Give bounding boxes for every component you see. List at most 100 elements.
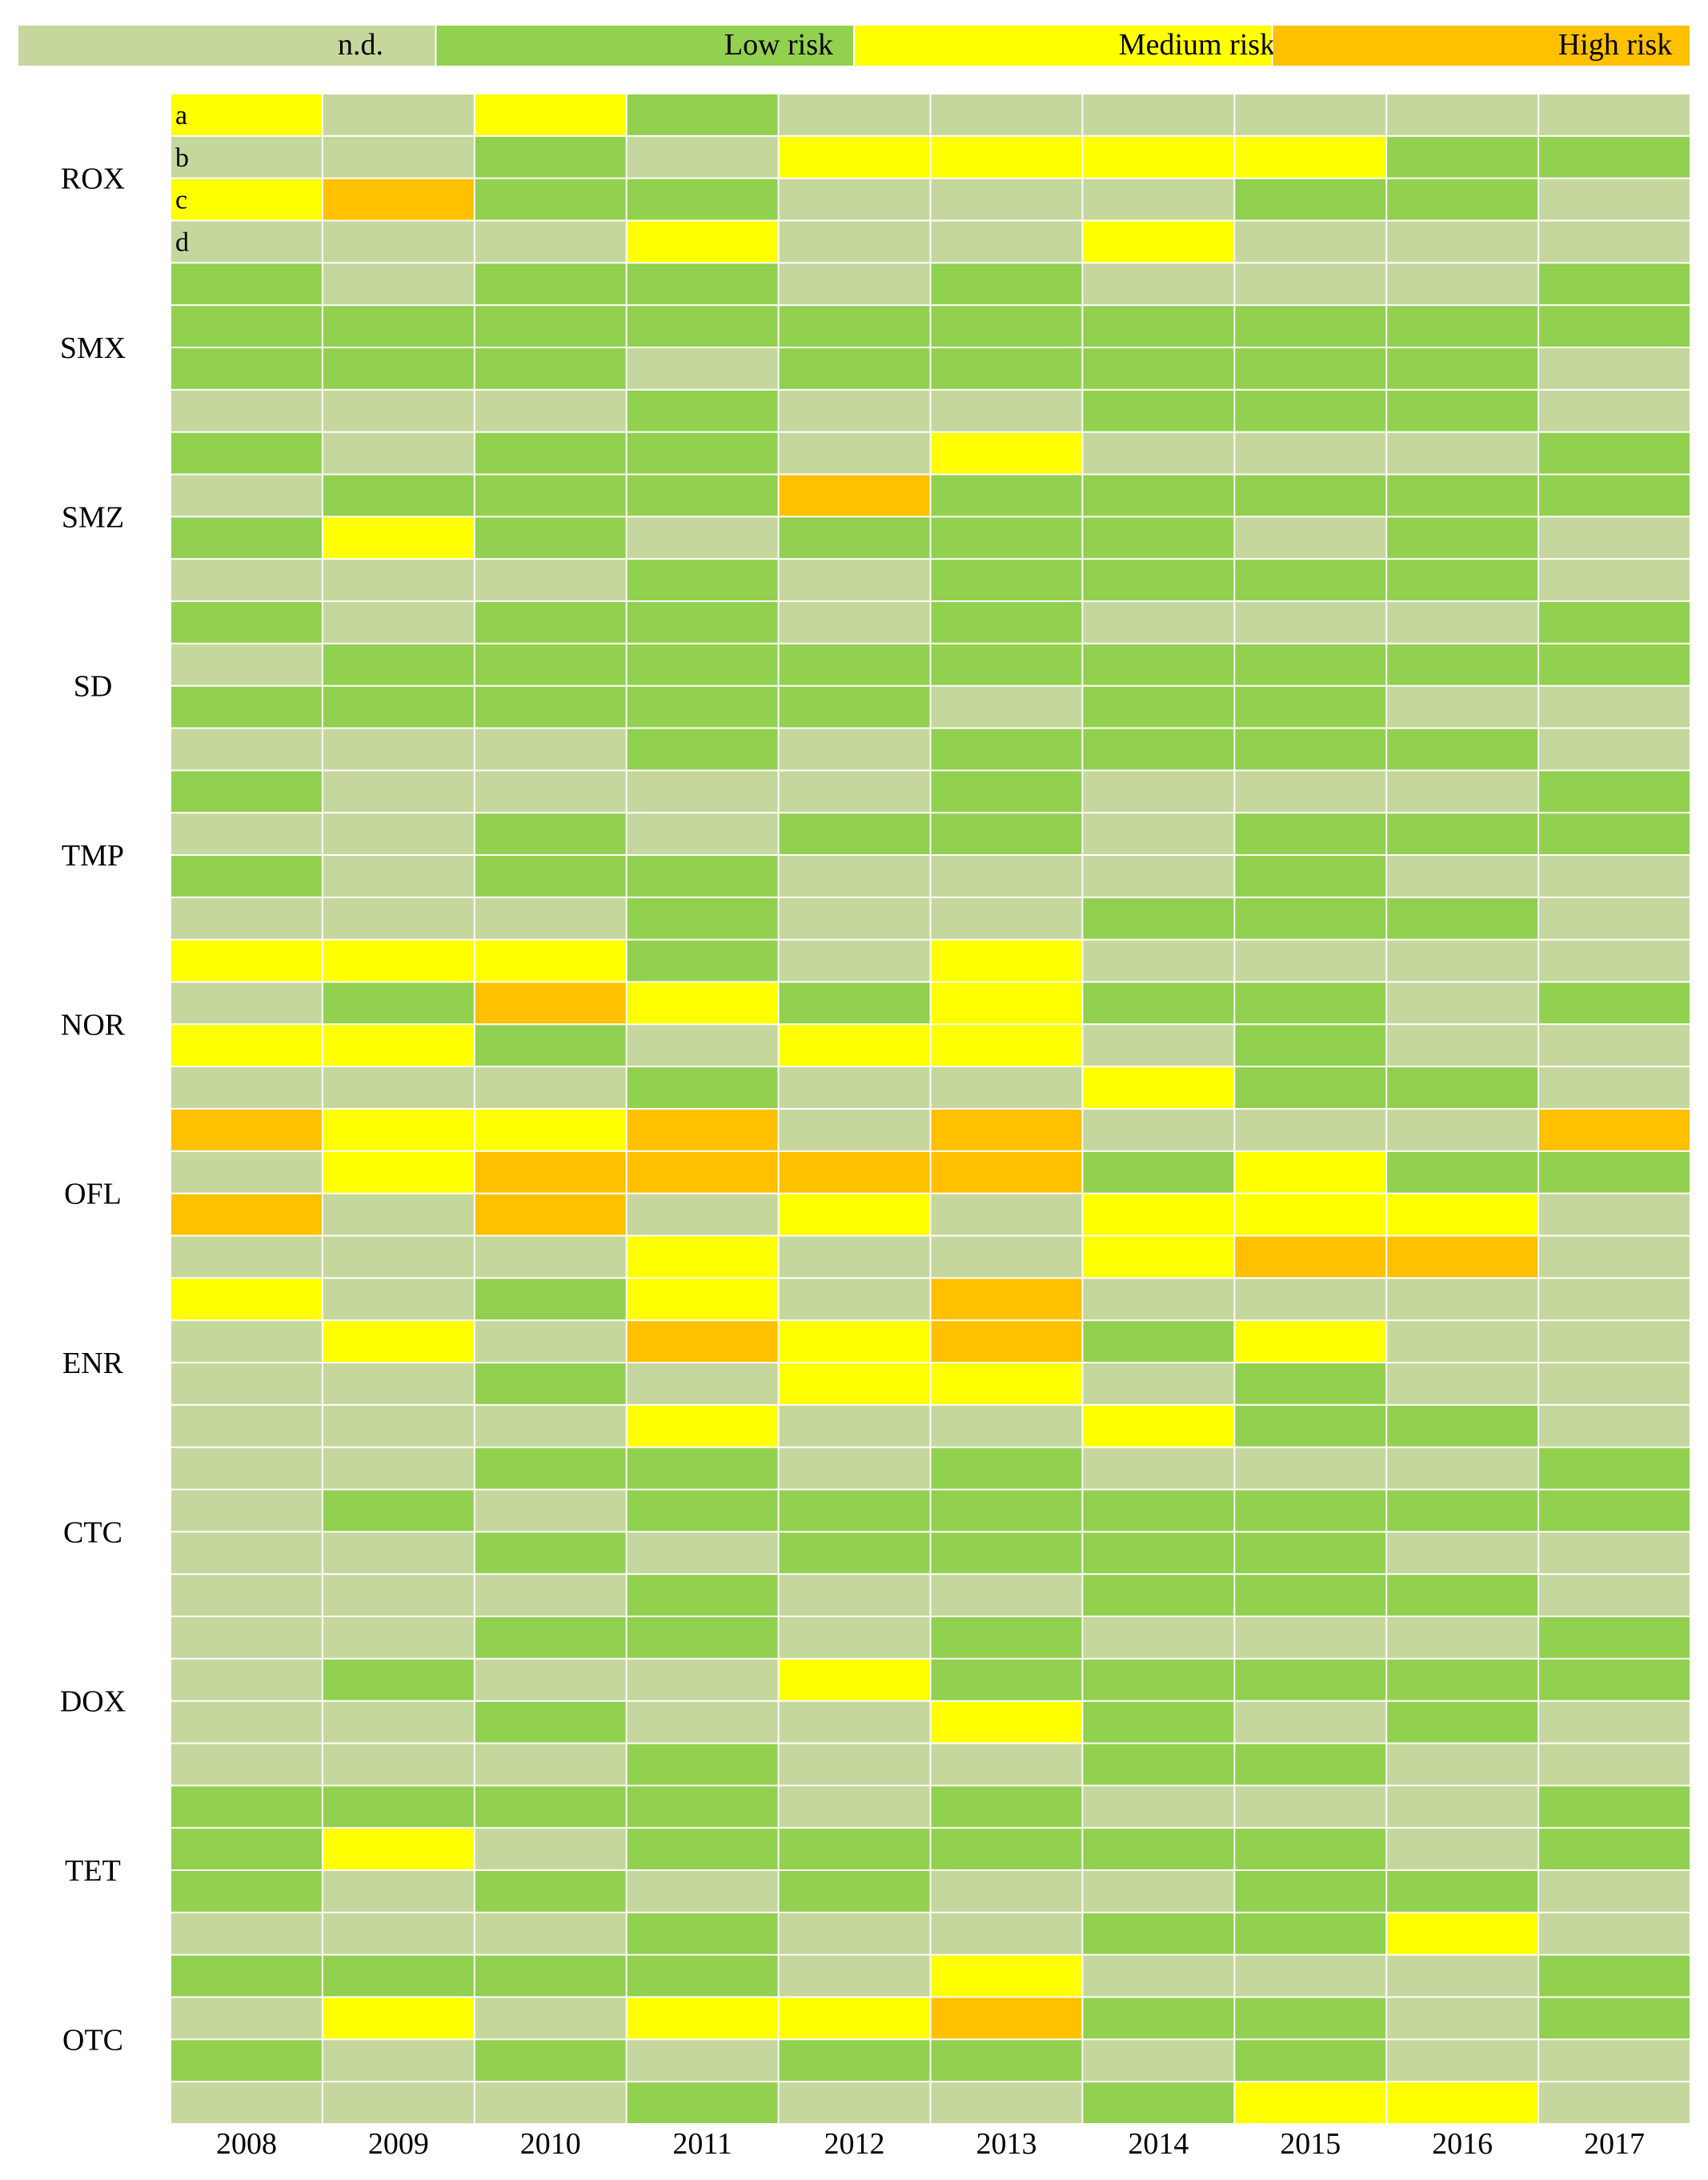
cell-smz-c-2009: [323, 517, 474, 559]
cell-rox-c-2014: [1083, 179, 1234, 220]
cell-sd-b-2016: [1387, 644, 1538, 685]
cell-dox-d-2011: [627, 1744, 778, 1785]
cell-ctc-c-2009: [323, 1532, 474, 1574]
cell-nor-d-2014: [1083, 1067, 1234, 1108]
cell-ofl-b-2012: [779, 1151, 930, 1193]
cell-smx-a-2015: [1235, 263, 1386, 305]
cell-smz-a-2012: [779, 432, 930, 474]
cell-tmp-a-2013: [931, 771, 1082, 813]
cell-smx-a-2009: [323, 263, 474, 305]
cell-otc-a-2010: [475, 1955, 626, 1997]
x-tick-2009: 2009: [368, 2127, 429, 2161]
cell-sd-b-2014: [1083, 644, 1234, 685]
cell-smz-b-2013: [931, 475, 1082, 516]
cell-nor-d-2016: [1387, 1067, 1538, 1108]
cell-tmp-b-2010: [475, 813, 626, 854]
cell-tet-c-2015: [1235, 1871, 1386, 1912]
cell-otc-d-2011: [627, 2082, 778, 2123]
cell-nor-d-2013: [931, 1067, 1082, 1108]
row-sub-label-a: a: [175, 101, 187, 130]
cell-otc-c-2010: [475, 2040, 626, 2082]
cell-sd-c-2013: [931, 686, 1082, 728]
cell-nor-c-2017: [1539, 1025, 1690, 1066]
cell-smx-d-2014: [1083, 390, 1234, 432]
cell-otc-d-2015: [1235, 2082, 1386, 2123]
cell-enr-c-2010: [475, 1363, 626, 1404]
cell-nor-d-2012: [779, 1067, 930, 1108]
cell-smx-b-2013: [931, 306, 1082, 347]
cell-smz-c-2013: [931, 517, 1082, 559]
cell-sd-c-2016: [1387, 686, 1538, 728]
cell-smx-d-2013: [931, 390, 1082, 432]
cell-nor-d-2017: [1539, 1067, 1690, 1108]
cell-tet-b-2015: [1235, 1829, 1386, 1869]
cell-tmp-a-2010: [475, 771, 626, 813]
cell-tet-d-2014: [1083, 1913, 1234, 1954]
cell-smz-d-2015: [1235, 560, 1386, 600]
cell-rox-c-2012: [779, 179, 930, 220]
cell-ctc-c-2015: [1235, 1532, 1386, 1574]
cell-ofl-a-2012: [779, 1110, 930, 1150]
cell-rox-d-2010: [475, 221, 626, 263]
cell-ofl-b-2011: [627, 1151, 778, 1193]
cell-smx-a-2011: [627, 263, 778, 305]
cell-otc-a-2009: [323, 1955, 474, 1997]
cell-smx-b-2012: [779, 306, 930, 347]
cell-enr-c-2017: [1539, 1363, 1690, 1404]
group-label-tmp: TMP: [62, 839, 124, 873]
cell-ctc-b-2016: [1387, 1490, 1538, 1532]
cell-ofl-b-2016: [1387, 1151, 1538, 1193]
cell-smz-c-2014: [1083, 517, 1234, 559]
cell-smx-b-2015: [1235, 306, 1386, 347]
cell-dox-a-2017: [1539, 1617, 1690, 1658]
cell-smx-a-2010: [475, 263, 626, 305]
cell-tmp-d-2008: [171, 897, 322, 939]
cell-smx-c-2008: [171, 348, 322, 389]
cell-rox-d-2012: [779, 221, 930, 263]
cell-tet-a-2011: [627, 1786, 778, 1828]
cell-otc-d-2008: [171, 2082, 322, 2123]
cell-ofl-b-2017: [1539, 1151, 1690, 1193]
cell-smz-d-2011: [627, 560, 778, 600]
cell-tet-d-2016: [1387, 1913, 1538, 1954]
cell-sd-b-2009: [323, 644, 474, 685]
cell-rox-b-2010: [475, 136, 626, 178]
group-label-smz: SMZ: [62, 500, 124, 534]
cell-nor-c-2016: [1387, 1025, 1538, 1066]
cell-ctc-d-2011: [627, 1575, 778, 1616]
cell-dox-c-2014: [1083, 1701, 1234, 1743]
cell-sd-b-2008: [171, 644, 322, 685]
cell-smx-a-2013: [931, 263, 1082, 305]
cell-rox-d-2015: [1235, 221, 1386, 263]
cell-sd-d-2017: [1539, 729, 1690, 770]
cell-dox-a-2016: [1387, 1617, 1538, 1658]
cell-enr-d-2010: [475, 1405, 626, 1447]
cell-nor-b-2015: [1235, 982, 1386, 1024]
cell-dox-d-2013: [931, 1744, 1082, 1785]
cell-smx-c-2009: [323, 348, 474, 389]
cell-ofl-d-2014: [1083, 1236, 1234, 1278]
cell-tet-c-2011: [627, 1871, 778, 1912]
cell-dox-a-2015: [1235, 1617, 1386, 1658]
cell-ctc-c-2017: [1539, 1532, 1690, 1574]
cell-sd-a-2015: [1235, 602, 1386, 643]
cell-tmp-b-2009: [323, 813, 474, 854]
cell-rox-c-2015: [1235, 179, 1386, 220]
row-sub-label-b: b: [175, 143, 189, 173]
cell-otc-d-2017: [1539, 2082, 1690, 2123]
cell-sd-c-2014: [1083, 686, 1234, 728]
cell-rox-d-2013: [931, 221, 1082, 263]
cell-tet-d-2011: [627, 1913, 778, 1954]
cell-tet-c-2012: [779, 1871, 930, 1912]
cell-nor-a-2015: [1235, 940, 1386, 982]
cell-ctc-d-2016: [1387, 1575, 1538, 1616]
cell-dox-a-2009: [323, 1617, 474, 1658]
cell-dox-b-2014: [1083, 1659, 1234, 1700]
cell-tet-c-2008: [171, 1871, 322, 1912]
cell-sd-a-2010: [475, 602, 626, 643]
cell-smx-d-2009: [323, 390, 474, 432]
cell-enr-d-2014: [1083, 1405, 1234, 1447]
cell-rox-a-2015: [1235, 94, 1386, 135]
cell-rox-b-2013: [931, 136, 1082, 178]
